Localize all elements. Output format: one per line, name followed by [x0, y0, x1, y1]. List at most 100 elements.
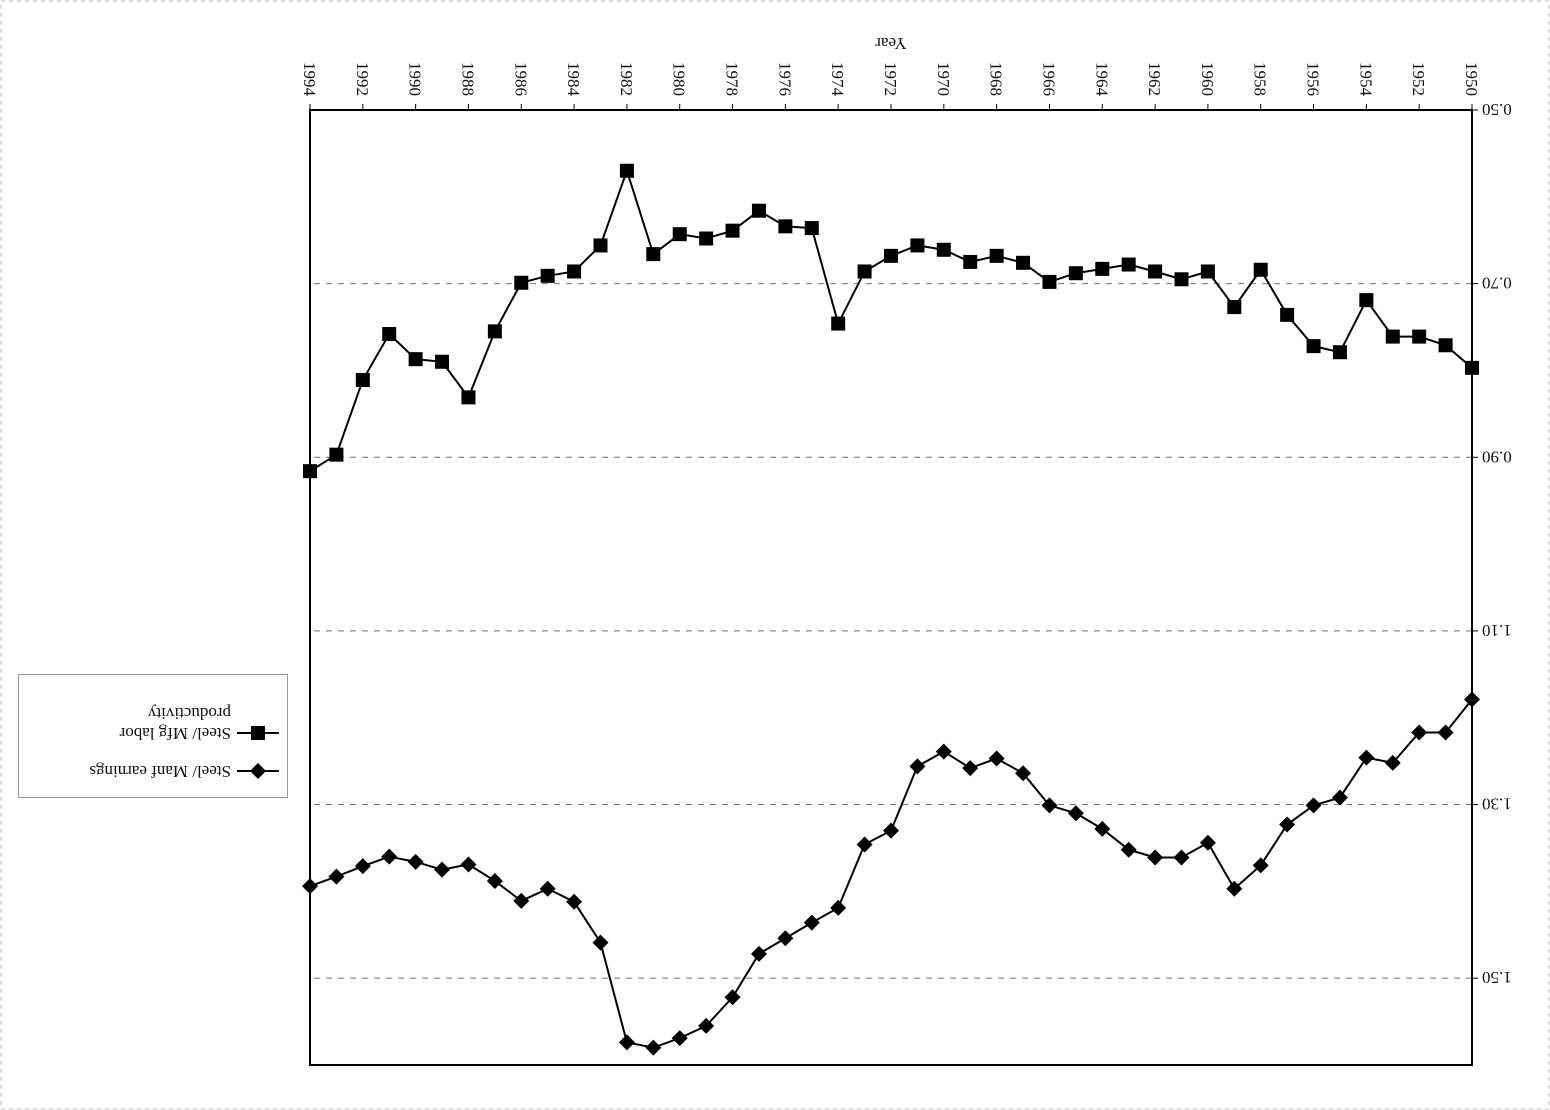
marker-square [303, 464, 317, 479]
legend: Steel/ Manf earnings Steel/ Mfg labor pro… [18, 674, 288, 798]
marker-diamond [1041, 797, 1058, 814]
x-tick-label: 1984 [564, 62, 583, 97]
marker-square [778, 219, 793, 234]
legend-label: Steel/ Manf earnings [89, 762, 231, 781]
marker-diamond [592, 934, 609, 951]
marker-square [1148, 264, 1163, 279]
marker-square [1068, 266, 1083, 281]
marker-square [1412, 329, 1427, 344]
marker-diamond [302, 878, 318, 895]
marker-diamond [434, 861, 451, 878]
series-line [309, 167, 1473, 473]
series-line [309, 698, 1473, 1049]
marker-diamond [909, 758, 926, 775]
x-tick-label: 1974 [828, 62, 847, 97]
marker-square [593, 238, 608, 253]
marker-square [540, 268, 555, 283]
marker-diamond [1411, 724, 1428, 741]
y-tick-label: 1.10 [1482, 621, 1512, 640]
marker-diamond [1305, 797, 1322, 814]
x-tick-label: 1950 [1462, 62, 1481, 96]
y-tick-label: 0.70 [1482, 274, 1512, 293]
marker-square [857, 264, 872, 279]
x-tick-label: 1958 [1251, 62, 1270, 96]
marker-square [461, 390, 476, 405]
marker-diamond [803, 914, 820, 931]
marker-square [1332, 345, 1347, 360]
marker-square [567, 264, 582, 279]
x-tick-label: 1962 [1145, 62, 1164, 96]
marker-square [1016, 255, 1031, 270]
x-tick-label: 1976 [775, 62, 794, 96]
marker-diamond [460, 856, 477, 873]
marker-diamond [381, 848, 398, 865]
x-tick-label: 1986 [511, 62, 530, 96]
marker-square [831, 316, 846, 331]
y-tick-label: 1.30 [1482, 795, 1512, 814]
marker-diamond [618, 1034, 635, 1051]
marker-diamond [407, 853, 424, 870]
marker-diamond [1464, 691, 1480, 708]
x-tick-label: 1964 [1092, 62, 1111, 97]
x-tick-label: 1990 [406, 62, 425, 96]
x-tick-label: 1968 [987, 62, 1006, 96]
marker-diamond [539, 880, 556, 897]
marker-diamond [1094, 820, 1111, 837]
marker-diamond [1067, 805, 1084, 822]
marker-square [884, 248, 898, 263]
marker-square [804, 221, 819, 236]
marker-square [435, 354, 450, 369]
x-tick-label: 1994 [300, 62, 319, 97]
marker-diamond [1120, 841, 1137, 858]
marker-diamond [250, 763, 266, 779]
marker-diamond [1173, 849, 1190, 866]
x-axis-title: Year [875, 34, 907, 53]
marker-square [1385, 329, 1400, 344]
marker-square [1042, 274, 1057, 289]
marker-square [751, 203, 766, 218]
marker-diamond [486, 872, 503, 889]
marker-square [487, 324, 502, 339]
marker-diamond [935, 743, 952, 760]
marker-square [1095, 261, 1110, 276]
marker-diamond [645, 1039, 662, 1056]
marker-square [1438, 338, 1453, 353]
marker-square [963, 254, 978, 269]
marker-diamond [1384, 754, 1401, 771]
marker-square [646, 247, 661, 262]
y-tick-label: 0.90 [1482, 447, 1512, 466]
y-tick-label: 0.50 [1482, 100, 1512, 119]
marker-square [1280, 307, 1295, 322]
marker-square [382, 326, 397, 341]
marker-diamond [1199, 834, 1216, 851]
marker-diamond [724, 989, 741, 1006]
x-tick-label: 1960 [1198, 62, 1217, 96]
marker-diamond [830, 899, 847, 916]
x-tick-label: 1970 [934, 62, 953, 96]
marker-diamond [513, 892, 530, 909]
marker-square [514, 275, 529, 290]
marker-square [1465, 360, 1479, 375]
x-tick-label: 1954 [1356, 62, 1375, 97]
marker-diamond [883, 822, 899, 839]
marker-diamond [856, 836, 873, 853]
x-tick-label: 1988 [458, 62, 477, 96]
marker-diamond [1226, 880, 1243, 897]
marker-square [329, 447, 344, 462]
marker-diamond [777, 930, 794, 947]
marker-square [699, 231, 714, 246]
marker-diamond [328, 868, 345, 885]
marker-square [1121, 257, 1136, 272]
x-tick-label: 1978 [723, 62, 742, 96]
marker-diamond [1279, 816, 1296, 833]
marker-diamond [1331, 789, 1348, 806]
x-tick-label: 1980 [670, 62, 689, 96]
marker-square [619, 163, 634, 178]
marker-square [989, 248, 1004, 263]
legend-label: Steel/ Mfg labor productivity [119, 704, 231, 743]
x-tick-label: 1966 [1039, 62, 1058, 96]
marker-diamond [1437, 724, 1454, 741]
